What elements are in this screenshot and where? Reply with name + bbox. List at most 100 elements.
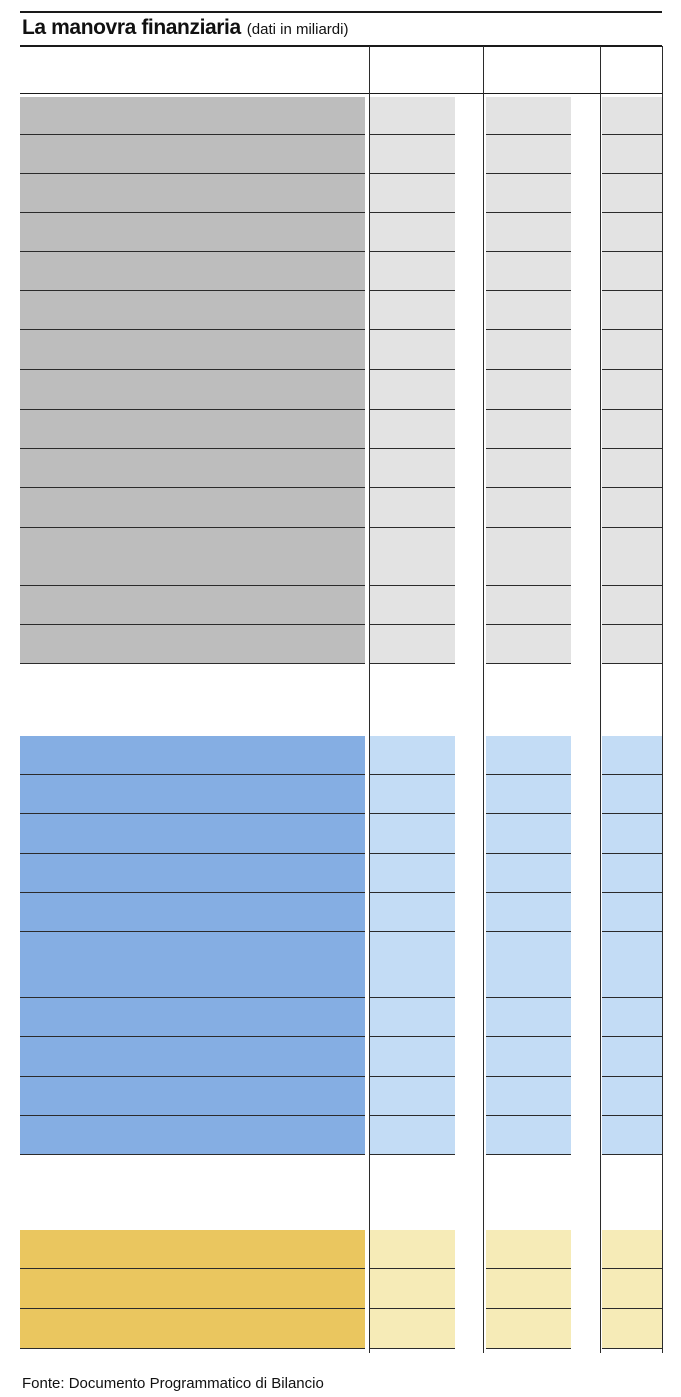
uscite-row-label bbox=[20, 488, 365, 528]
entrate-row-value-2020 bbox=[370, 893, 455, 932]
right-border bbox=[662, 46, 663, 1353]
entrate-row-label bbox=[20, 893, 365, 932]
entrate-row-value-2021 bbox=[486, 1116, 571, 1155]
column-separator bbox=[483, 46, 484, 1353]
uscite-row-value-2020 bbox=[370, 488, 455, 528]
uscite-row-value-2021 bbox=[486, 135, 571, 174]
uscite-row-value-2020 bbox=[370, 528, 455, 586]
entrate-row-value-2021 bbox=[486, 814, 571, 854]
uscite-row-value-2021 bbox=[486, 330, 571, 370]
entrate-row-value-2021 bbox=[486, 998, 571, 1037]
column-separator bbox=[369, 46, 370, 1353]
uscite-row-value-2022 bbox=[602, 410, 662, 449]
uscite-row-value-2020 bbox=[370, 252, 455, 291]
uscite-row-label bbox=[20, 449, 365, 488]
uscite-row-label bbox=[20, 252, 365, 291]
uscite-row-value-2022 bbox=[602, 252, 662, 291]
uscite-row-value-2021 bbox=[486, 625, 571, 664]
uscite-row-value-2020 bbox=[370, 625, 455, 664]
totali-row-value-2021 bbox=[486, 1269, 571, 1309]
uscite-row-value-2022 bbox=[602, 291, 662, 330]
entrate-row-label bbox=[20, 1077, 365, 1116]
uscite-row-value-2022 bbox=[602, 174, 662, 213]
totali-row-value-2021 bbox=[486, 1309, 571, 1349]
header-rule bbox=[20, 93, 662, 94]
uscite-row-label bbox=[20, 625, 365, 664]
uscite-row-value-2020 bbox=[370, 586, 455, 625]
uscite-row-value-2021 bbox=[486, 370, 571, 410]
entrate-row-label bbox=[20, 814, 365, 854]
entrate-row-value-2021 bbox=[486, 1077, 571, 1116]
uscite-row-value-2020 bbox=[370, 135, 455, 174]
totali-row-value-2020 bbox=[370, 1230, 455, 1269]
totali-row-label bbox=[20, 1269, 365, 1309]
entrate-row-label bbox=[20, 775, 365, 814]
uscite-row-value-2021 bbox=[486, 488, 571, 528]
uscite-row-value-2021 bbox=[486, 174, 571, 213]
uscite-row-value-2021 bbox=[486, 252, 571, 291]
uscite-row-label bbox=[20, 410, 365, 449]
entrate-row-value-2022 bbox=[602, 736, 662, 775]
uscite-row-value-2020 bbox=[370, 370, 455, 410]
totali-row-value-2022 bbox=[602, 1309, 662, 1349]
uscite-row-value-2020 bbox=[370, 330, 455, 370]
uscite-row-value-2022 bbox=[602, 449, 662, 488]
uscite-row-value-2020 bbox=[370, 449, 455, 488]
entrate-row-value-2022 bbox=[602, 893, 662, 932]
uscite-heading bbox=[20, 60, 365, 93]
entrate-row-value-2020 bbox=[370, 1077, 455, 1116]
entrate-row-value-2022 bbox=[602, 854, 662, 893]
uscite-row-value-2021 bbox=[486, 449, 571, 488]
uscite-row-label bbox=[20, 586, 365, 625]
uscite-row-value-2020 bbox=[370, 174, 455, 213]
uscite-row-value-2021 bbox=[486, 586, 571, 625]
uscite-row-label bbox=[20, 330, 365, 370]
uscite-row-value-2022 bbox=[602, 528, 662, 586]
uscite-row-label bbox=[20, 135, 365, 174]
totali-row-label bbox=[20, 1309, 365, 1349]
entrate-row-value-2022 bbox=[602, 932, 662, 998]
entrate-row-value-2020 bbox=[370, 814, 455, 854]
entrate-row-value-2020 bbox=[370, 854, 455, 893]
entrate-row-value-2022 bbox=[602, 1077, 662, 1116]
uscite-row-value-2021 bbox=[486, 97, 571, 135]
uscite-row-value-2021 bbox=[486, 410, 571, 449]
entrate-row-label bbox=[20, 1037, 365, 1077]
entrate-row-value-2020 bbox=[370, 1116, 455, 1155]
top-rule bbox=[20, 11, 662, 13]
column-header-2022 bbox=[602, 60, 662, 93]
entrate-row-value-2020 bbox=[370, 736, 455, 775]
uscite-row-label bbox=[20, 213, 365, 252]
uscite-row-label bbox=[20, 528, 365, 586]
uscite-row-label bbox=[20, 97, 365, 135]
totali-row-value-2022 bbox=[602, 1230, 662, 1269]
totali-row-value-2020 bbox=[370, 1309, 455, 1349]
entrate-row-label bbox=[20, 736, 365, 775]
column-header-2020 bbox=[370, 60, 455, 93]
entrate-row-value-2020 bbox=[370, 998, 455, 1037]
uscite-row-value-2020 bbox=[370, 410, 455, 449]
subtitle-text: (dati in miliardi) bbox=[246, 21, 349, 38]
entrate-row-value-2022 bbox=[602, 814, 662, 854]
uscite-row-value-2022 bbox=[602, 586, 662, 625]
entrate-heading bbox=[20, 702, 365, 734]
title-text: La manovra finanziaria bbox=[22, 16, 241, 39]
entrate-row-label bbox=[20, 998, 365, 1037]
title-rule bbox=[20, 45, 662, 47]
entrate-row-value-2020 bbox=[370, 932, 455, 998]
uscite-row-label bbox=[20, 291, 365, 330]
column-header-2021 bbox=[486, 60, 571, 93]
entrate-row-label bbox=[20, 932, 365, 998]
uscite-row-value-2020 bbox=[370, 213, 455, 252]
entrate-row-value-2021 bbox=[486, 775, 571, 814]
table-title: La manovra finanziaria (dati in miliardi) bbox=[22, 16, 348, 44]
entrate-row-value-2021 bbox=[486, 854, 571, 893]
uscite-row-label bbox=[20, 174, 365, 213]
uscite-row-value-2022 bbox=[602, 213, 662, 252]
column-separator bbox=[600, 46, 601, 1353]
uscite-row-value-2022 bbox=[602, 625, 662, 664]
uscite-row-value-2021 bbox=[486, 213, 571, 252]
uscite-row-value-2022 bbox=[602, 370, 662, 410]
totali-row-value-2020 bbox=[370, 1269, 455, 1309]
